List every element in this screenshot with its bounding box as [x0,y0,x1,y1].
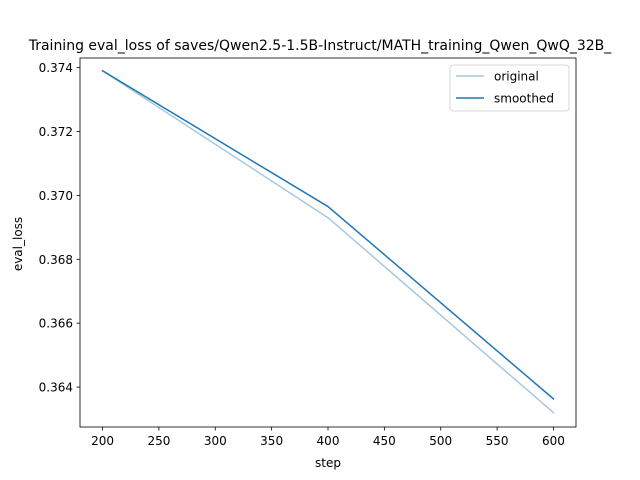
y-tick-label: 0.368 [39,253,73,267]
x-tick-label: 200 [91,434,114,448]
legend: original smoothed [449,64,570,112]
y-axis-label: eval_loss [11,217,25,271]
y-tick-label: 0.366 [39,317,73,331]
plot-frame [79,57,577,428]
legend-label-smoothed: smoothed [494,92,554,106]
y-tick-label: 0.372 [39,125,73,139]
x-tick-label: 400 [317,434,340,448]
chart-title: Training eval_loss of saves/Qwen2.5-1.5B… [28,38,613,54]
x-axis-label: step [315,456,341,470]
y-tick-label: 0.370 [39,189,73,203]
x-tick-label: 350 [260,434,283,448]
series-line-original [101,69,555,414]
y-tick-label: 0.374 [39,61,73,75]
x-tick-label: 550 [486,434,509,448]
plot-area: 200 250 300 350 400 450 500 550 600 0.364 0.366 0.3… [39,57,577,448]
x-tick-label: 450 [373,434,396,448]
x-tick-label: 600 [542,434,565,448]
x-tick-label: 300 [204,434,227,448]
x-tick-label: 500 [429,434,452,448]
series-line-smoothed [101,69,555,400]
y-tick-label: 0.364 [39,381,73,395]
legend-label-original: original [494,70,539,84]
x-tick-label: 250 [147,434,170,448]
